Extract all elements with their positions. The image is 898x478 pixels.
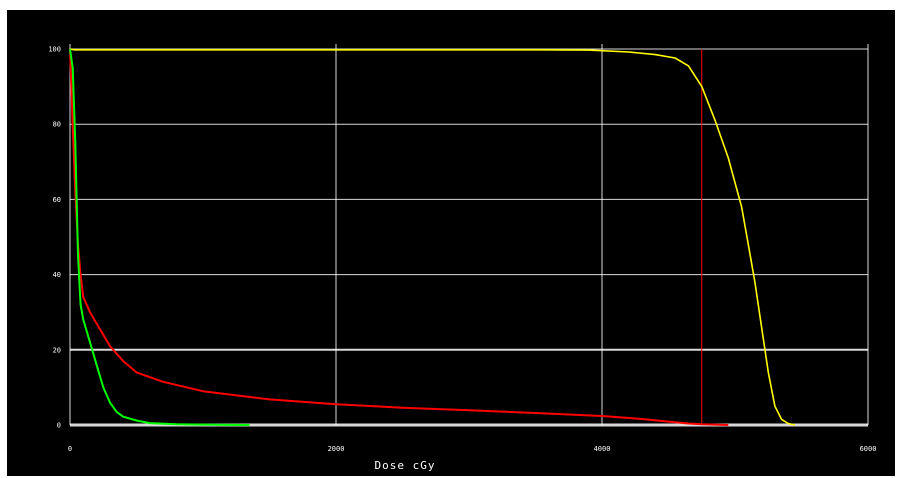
- series-line-2: [69, 48, 729, 426]
- y-tick-label: 20: [53, 346, 61, 354]
- y-tick-label: 0: [57, 422, 61, 430]
- x-tick-label: 0: [68, 445, 72, 453]
- x-tick-label: 6000: [860, 445, 877, 453]
- y-tick-label: 40: [53, 271, 61, 279]
- y-tick-label: 100: [48, 46, 61, 54]
- grid-layer: [69, 44, 869, 427]
- y-tick-label: 80: [53, 121, 61, 129]
- x-tick-label: 4000: [594, 445, 611, 453]
- tick-layer: 0 20 40 60 80 100 0 2000 4000 6000: [48, 46, 876, 454]
- series-layer: [69, 48, 796, 426]
- series-line-1: [69, 48, 796, 426]
- dvh-chart: 0 20 40 60 80 100 0 2000 4000 6000 Dose cGy: [48, 44, 876, 472]
- x-tick-label: 2000: [328, 445, 345, 453]
- x-axis-title: Dose cGy: [375, 459, 436, 472]
- series-line-3: [69, 48, 250, 426]
- chart-frame: 0 20 40 60 80 100 0 2000 4000 6000 Dose cGy: [7, 10, 895, 476]
- y-tick-label: 60: [53, 196, 61, 204]
